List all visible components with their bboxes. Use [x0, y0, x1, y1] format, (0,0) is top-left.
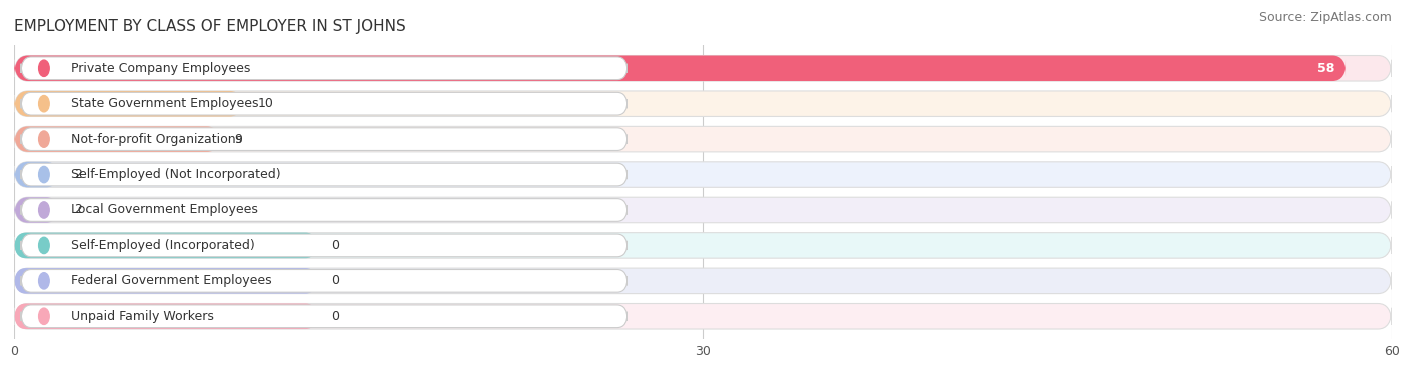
Circle shape: [38, 166, 49, 183]
FancyBboxPatch shape: [21, 163, 627, 186]
FancyBboxPatch shape: [21, 199, 627, 221]
Text: 58: 58: [1317, 62, 1334, 75]
FancyBboxPatch shape: [21, 57, 627, 80]
FancyBboxPatch shape: [14, 126, 1392, 152]
FancyBboxPatch shape: [14, 91, 1392, 116]
Text: EMPLOYMENT BY CLASS OF EMPLOYER IN ST JOHNS: EMPLOYMENT BY CLASS OF EMPLOYER IN ST JO…: [14, 19, 406, 34]
Text: 2: 2: [73, 168, 82, 181]
Circle shape: [38, 273, 49, 289]
Text: Self-Employed (Not Incorporated): Self-Employed (Not Incorporated): [72, 168, 281, 181]
FancyBboxPatch shape: [21, 305, 627, 328]
FancyBboxPatch shape: [14, 268, 1392, 294]
FancyBboxPatch shape: [14, 197, 60, 223]
FancyBboxPatch shape: [14, 233, 1392, 258]
FancyBboxPatch shape: [14, 162, 1392, 187]
FancyBboxPatch shape: [21, 234, 627, 257]
FancyBboxPatch shape: [14, 126, 221, 152]
Circle shape: [38, 60, 49, 77]
FancyBboxPatch shape: [14, 197, 1392, 223]
FancyBboxPatch shape: [14, 55, 1392, 81]
Text: State Government Employees: State Government Employees: [72, 97, 259, 110]
Text: Federal Government Employees: Federal Government Employees: [72, 274, 273, 287]
Circle shape: [38, 237, 49, 254]
Text: 0: 0: [330, 274, 339, 287]
FancyBboxPatch shape: [14, 233, 318, 258]
Text: 10: 10: [257, 97, 273, 110]
FancyBboxPatch shape: [14, 268, 318, 294]
FancyBboxPatch shape: [14, 91, 243, 116]
Text: Private Company Employees: Private Company Employees: [72, 62, 250, 75]
Text: 0: 0: [330, 310, 339, 323]
Text: Local Government Employees: Local Government Employees: [72, 204, 259, 216]
Text: Unpaid Family Workers: Unpaid Family Workers: [72, 310, 214, 323]
Text: 9: 9: [235, 133, 242, 146]
FancyBboxPatch shape: [21, 128, 627, 150]
Circle shape: [38, 202, 49, 218]
Text: 2: 2: [73, 204, 82, 216]
FancyBboxPatch shape: [14, 303, 318, 329]
FancyBboxPatch shape: [14, 303, 1392, 329]
FancyBboxPatch shape: [21, 270, 627, 292]
Text: Self-Employed (Incorporated): Self-Employed (Incorporated): [72, 239, 256, 252]
FancyBboxPatch shape: [14, 162, 60, 187]
FancyBboxPatch shape: [14, 55, 1346, 81]
Circle shape: [38, 95, 49, 112]
Circle shape: [38, 131, 49, 147]
FancyBboxPatch shape: [21, 92, 627, 115]
Text: Source: ZipAtlas.com: Source: ZipAtlas.com: [1258, 11, 1392, 24]
Text: Not-for-profit Organizations: Not-for-profit Organizations: [72, 133, 243, 146]
Circle shape: [38, 308, 49, 325]
Text: 0: 0: [330, 239, 339, 252]
